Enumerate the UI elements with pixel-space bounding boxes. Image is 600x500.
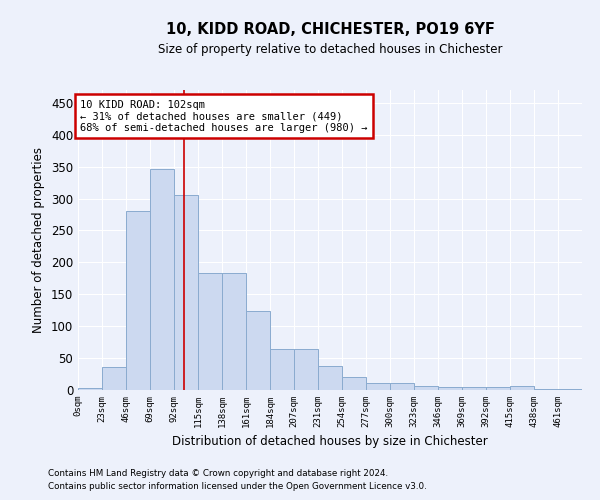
Text: Size of property relative to detached houses in Chichester: Size of property relative to detached ho… (158, 42, 502, 56)
Bar (198, 272, 222, 390)
Bar (534, 388, 558, 390)
Text: Contains HM Land Registry data © Crown copyright and database right 2024.: Contains HM Land Registry data © Crown c… (48, 468, 388, 477)
Bar (246, 312, 270, 390)
Bar (366, 383, 390, 390)
Bar (78, 388, 102, 390)
Bar (438, 388, 462, 390)
Bar (102, 367, 126, 390)
Bar (486, 388, 510, 390)
Bar (342, 377, 366, 390)
Bar (390, 383, 414, 390)
Text: Contains public sector information licensed under the Open Government Licence v3: Contains public sector information licen… (48, 482, 427, 491)
Bar (222, 272, 246, 390)
Bar (150, 168, 174, 390)
Y-axis label: Number of detached properties: Number of detached properties (32, 147, 46, 333)
Bar (174, 196, 198, 390)
Bar (294, 348, 318, 390)
X-axis label: Distribution of detached houses by size in Chichester: Distribution of detached houses by size … (172, 436, 488, 448)
Bar (510, 386, 534, 390)
Bar (126, 212, 150, 390)
Bar (414, 386, 438, 390)
Text: 10 KIDD ROAD: 102sqm
← 31% of detached houses are smaller (449)
68% of semi-deta: 10 KIDD ROAD: 102sqm ← 31% of detached h… (80, 100, 368, 133)
Bar (270, 348, 294, 390)
Text: 10, KIDD ROAD, CHICHESTER, PO19 6YF: 10, KIDD ROAD, CHICHESTER, PO19 6YF (166, 22, 494, 38)
Bar (462, 388, 486, 390)
Bar (318, 366, 342, 390)
